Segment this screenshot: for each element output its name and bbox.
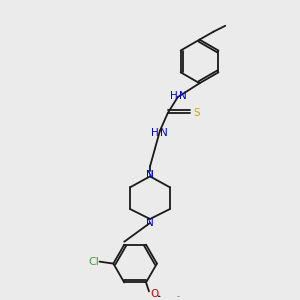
Text: H: H: [170, 91, 178, 101]
Text: O: O: [151, 289, 159, 299]
Text: H: H: [151, 128, 159, 138]
Text: N: N: [146, 218, 154, 228]
Text: N: N: [146, 170, 154, 180]
Text: N: N: [160, 128, 168, 138]
Text: N: N: [146, 170, 154, 180]
Text: N: N: [179, 91, 187, 101]
Text: S: S: [193, 108, 200, 118]
Text: Cl: Cl: [88, 256, 99, 267]
